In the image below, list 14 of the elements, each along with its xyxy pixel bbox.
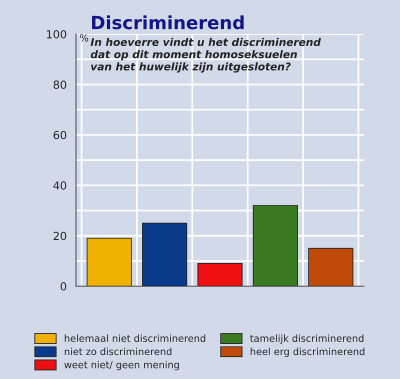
chart-title: Discriminerend [92,15,244,30]
legend-label: helemaal niet discriminerend [64,334,206,342]
legend-label: tamelijk discriminerend [250,334,364,344]
y-tick-label: 60 [54,130,66,140]
y-tick-label: 40 [53,181,66,190]
y-tick-label: 20 [54,232,66,240]
y-tick-label: 80 [54,80,66,89]
legend-label: heel erg discriminerend [250,348,364,358]
y-tick-label: 100 [46,30,66,38]
legend-label: niet zo discriminerend [64,348,172,356]
legend-label: weet niet/ geen mening [64,360,179,370]
y-tick-label: 0 [60,282,66,291]
y-axis-title: % [80,34,88,42]
text: In hoeverre vindt u het discriminerend dat op dit moment homoseksuelen van het huwelijk zijn uitgesloten? [90,38,321,73]
